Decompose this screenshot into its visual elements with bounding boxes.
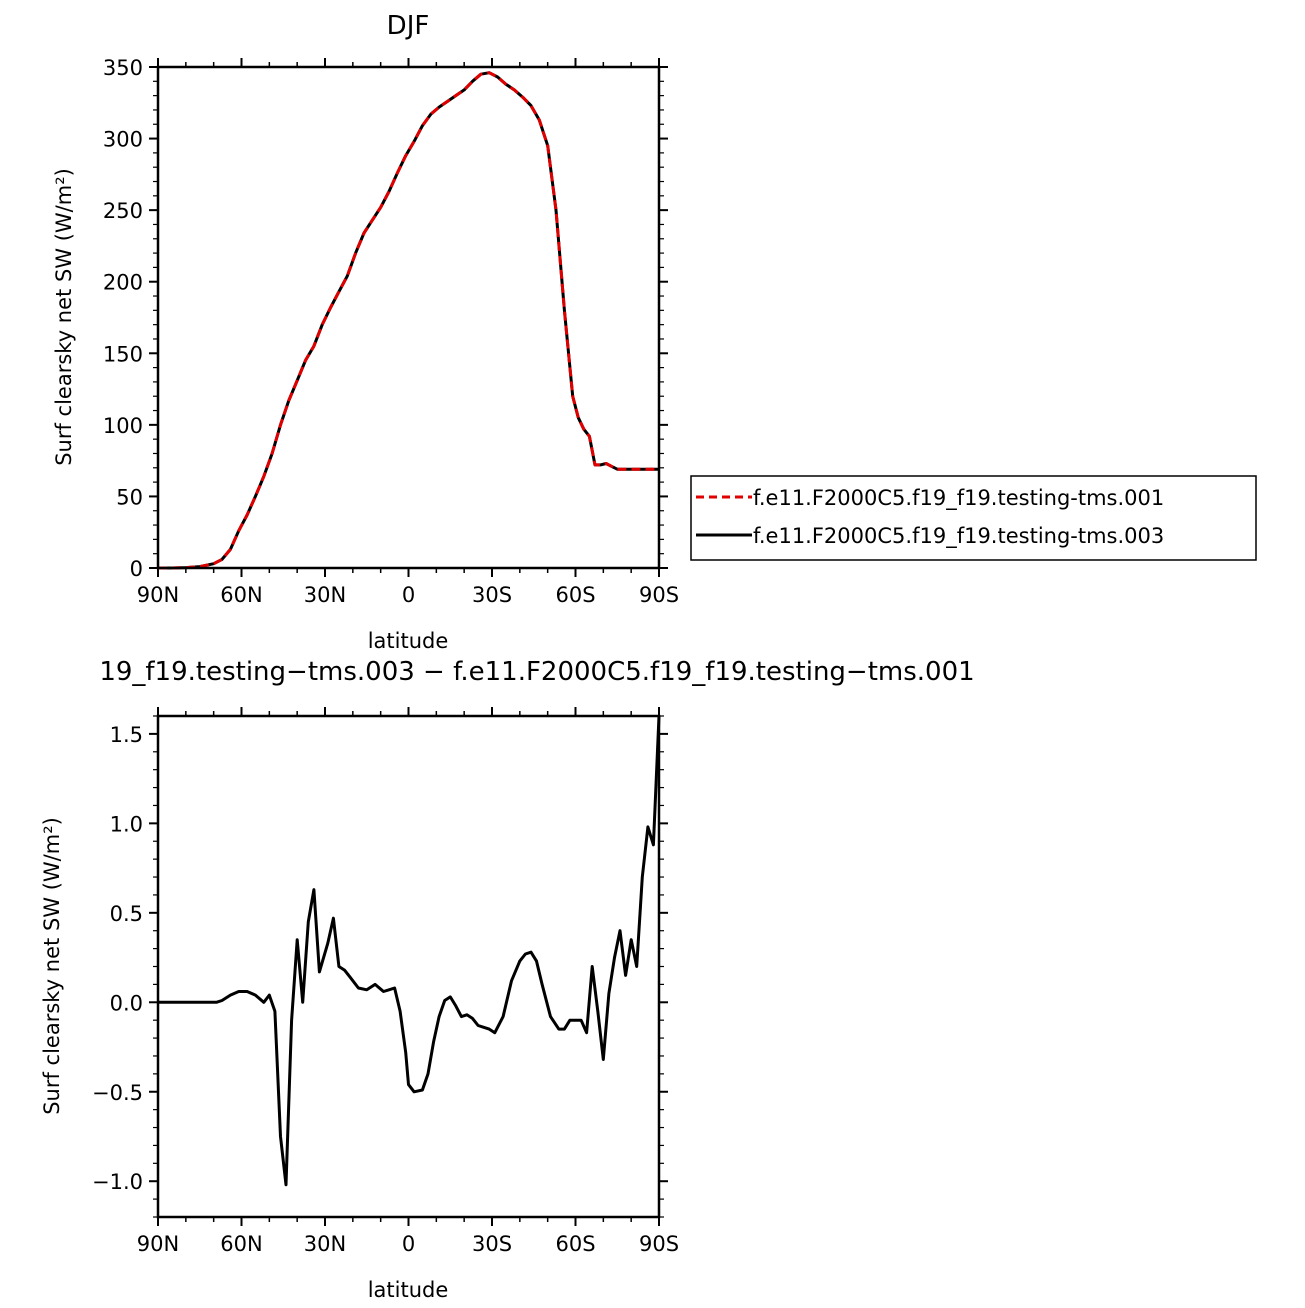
legend-label-series-1: f.e11.F2000C5.f19_f19.testing-tms.001 [753, 486, 1164, 511]
bottom-y-tick-label: 0.5 [110, 902, 143, 926]
top-x-tick-label: 90S [639, 583, 679, 607]
top-x-tick-label: 90N [137, 583, 179, 607]
bottom-x-tick-label: 0 [402, 1232, 415, 1256]
top-y-tick-label: 150 [103, 342, 143, 366]
top-y-tick-label: 250 [103, 199, 143, 223]
top-y-tick-label: 0 [130, 557, 143, 581]
bottom-x-tick-label: 60S [555, 1232, 595, 1256]
bottom-series-line-1 [158, 715, 661, 1187]
bottom-y-tick-label: −1.0 [92, 1170, 143, 1194]
bottom-x-tick-label: 90N [137, 1232, 179, 1256]
bottom-x-tick-label: 60N [220, 1232, 262, 1256]
top-x-tick-label: 30S [472, 583, 512, 607]
bottom-series-lines [158, 715, 661, 1187]
top-x-tick-label: 60N [220, 583, 262, 607]
top-axis-ticks: 90N 60N 30N 0 30S 60S 90S 0 50 100 150 200 250 300 350 [103, 56, 679, 607]
bottom-y-tick-label: 1.5 [110, 723, 143, 747]
top-x-tick-label: 60S [555, 583, 595, 607]
bottom-plot-frame [156, 714, 661, 1219]
top-series-line-1 [158, 71, 659, 570]
top-y-tick-label: 100 [103, 414, 143, 438]
top-series-line-2 [158, 71, 659, 570]
top-y-tick-label: 50 [116, 485, 143, 509]
legend-box [690, 475, 1257, 561]
bottom-y-tick-label: 1.0 [110, 812, 143, 836]
bottom-x-tick-label: 90S [639, 1232, 679, 1256]
top-y-tick-label: 350 [103, 56, 143, 80]
bottom-x-tick-label: 30N [304, 1232, 346, 1256]
bottom-y-tick-label: −0.5 [92, 1081, 143, 1105]
top-plot-frame [156, 65, 661, 570]
bottom-x-axis-label: latitude [368, 1278, 449, 1302]
top-x-tick-label: 30N [304, 583, 346, 607]
top-y-axis-label: Surf clearsky net SW (W/m²) [52, 168, 76, 466]
top-plot-title: DJF [387, 11, 430, 41]
top-plot: DJF latitude Surf clearsky net SW (W/m²)… [52, 11, 679, 653]
legend: f.e11.F2000C5.f19_f19.testing-tms.001 f.… [690, 475, 1257, 561]
top-series-lines [158, 71, 659, 570]
top-y-tick-label: 200 [103, 271, 143, 295]
top-y-tick-label: 300 [103, 128, 143, 152]
bottom-plot: 19_f19.testing−tms.003 − f.e11.F2000C5.f… [40, 657, 975, 1302]
bottom-plot-title: 19_f19.testing−tms.003 − f.e11.F2000C5.f… [99, 657, 974, 687]
top-x-tick-label: 0 [402, 583, 415, 607]
top-x-axis-label: latitude [368, 629, 449, 653]
bottom-y-axis-label: Surf clearsky net SW (W/m²) [40, 817, 64, 1115]
legend-label-series-2: f.e11.F2000C5.f19_f19.testing-tms.003 [753, 524, 1164, 549]
bottom-y-tick-label: 0.0 [110, 991, 143, 1015]
bottom-x-tick-label: 30S [472, 1232, 512, 1256]
